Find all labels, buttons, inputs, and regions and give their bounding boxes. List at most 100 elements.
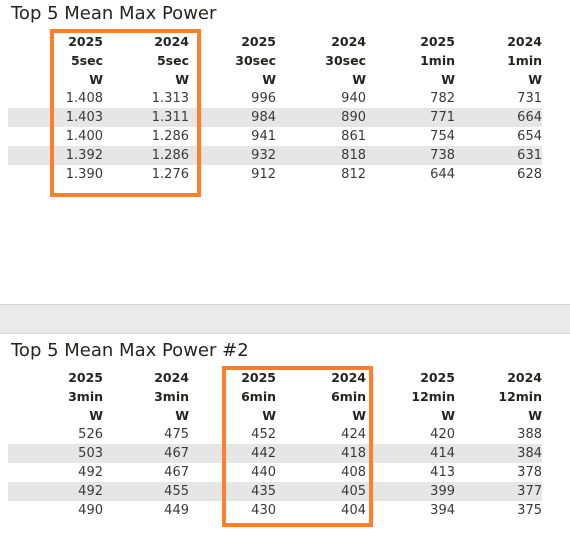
visual-top5-mean-max-power[interactable]: Top 5 Mean Max Power 2025 2024 2025 2024 202… [0,0,570,304]
table-cell: 394 [430,503,455,518]
table-cell: 408 [341,465,366,480]
table-cell: 467 [164,446,189,461]
column-header-year[interactable]: 2025 [68,370,103,385]
table-cell: 631 [517,148,542,163]
table-cell: 818 [341,148,366,163]
table-row[interactable]: 503 467 442 418 414 384 [8,444,542,463]
column-header-unit[interactable]: W [262,72,276,87]
table-cell: 424 [341,427,366,442]
table-row[interactable]: 1.408 1.313 996 940 782 731 [8,89,542,108]
table-cell: 492 [78,465,103,480]
column-header-year[interactable]: 2024 [507,370,542,385]
column-header-duration[interactable]: 30sec [325,53,366,68]
table-cell: 1.392 [65,148,103,163]
column-header-duration[interactable]: 6min [241,389,276,404]
table-cell: 654 [517,129,542,144]
column-header-year[interactable]: 2024 [507,34,542,49]
column-header-year[interactable]: 2024 [154,370,189,385]
column-header-unit[interactable]: W [175,72,189,87]
header-row-duration: 5sec 5sec 30sec 30sec 1min 1min [8,51,542,70]
table-cell: 738 [430,148,455,163]
table-cell: 440 [251,465,276,480]
column-header-year[interactable]: 2024 [154,34,189,49]
table-cell: 375 [517,503,542,518]
table-cell: 890 [341,110,366,125]
table-row[interactable]: 490 449 430 404 394 375 [8,501,542,520]
column-header-unit[interactable]: W [528,408,542,423]
table-cell: 932 [251,148,276,163]
table-row[interactable]: 492 467 440 408 413 378 [8,463,542,482]
table-cell: 1.403 [65,110,103,125]
table-cell: 1.390 [65,167,103,182]
table-cell: 388 [517,427,542,442]
column-header-year[interactable]: 2025 [241,34,276,49]
matrix-table: 2025 2024 2025 2024 2025 2024 3min 3min 6min 6min… [8,368,542,520]
column-header-unit[interactable]: W [175,408,189,423]
table-cell: 1.286 [151,148,189,163]
table-cell: 1.276 [151,167,189,182]
column-header-duration[interactable]: 30sec [235,53,276,68]
column-header-year[interactable]: 2024 [331,34,366,49]
table-cell: 644 [430,167,455,182]
column-header-unit[interactable]: W [89,72,103,87]
visual-top5-mean-max-power-2[interactable]: Top 5 Mean Max Power #2 2025 2024 2025 2024… [0,334,570,554]
column-header-year[interactable]: 2025 [420,370,455,385]
table-cell: 771 [430,110,455,125]
table-cell: 664 [517,110,542,125]
table-row[interactable]: 526 475 452 424 420 388 [8,425,542,444]
table-cell: 404 [341,503,366,518]
column-header-unit[interactable]: W [528,72,542,87]
table-cell: 490 [78,503,103,518]
table-cell: 455 [164,484,189,499]
column-header-duration[interactable]: 5sec [156,53,189,68]
column-header-duration[interactable]: 5sec [70,53,103,68]
table-row[interactable]: 1.392 1.286 932 818 738 631 [8,146,542,165]
table-cell: 861 [341,129,366,144]
visual-title: Top 5 Mean Max Power [11,3,217,24]
table-cell: 1.286 [151,129,189,144]
column-header-duration[interactable]: 6min [331,389,366,404]
column-header-year[interactable]: 2025 [241,370,276,385]
column-header-duration[interactable]: 1min [507,53,542,68]
table-cell: 731 [517,91,542,106]
table-cell: 435 [251,484,276,499]
table-cell: 467 [164,465,189,480]
table-cell: 414 [430,446,455,461]
column-header-year[interactable]: 2025 [68,34,103,49]
column-header-unit[interactable]: W [89,408,103,423]
column-header-duration[interactable]: 3min [68,389,103,404]
column-header-year[interactable]: 2024 [331,370,366,385]
table-row[interactable]: 1.400 1.286 941 861 754 654 [8,127,542,146]
column-header-duration[interactable]: 1min [420,53,455,68]
table-cell: 420 [430,427,455,442]
table-cell: 1.408 [65,91,103,106]
table-cell: 430 [251,503,276,518]
header-row-year: 2025 2024 2025 2024 2025 2024 [8,32,542,51]
table-cell: 912 [251,167,276,182]
table-cell: 384 [517,446,542,461]
column-header-unit[interactable]: W [441,408,455,423]
table-row[interactable]: 1.403 1.311 984 890 771 664 [8,108,542,127]
table-cell: 405 [341,484,366,499]
column-header-unit[interactable]: W [262,408,276,423]
column-header-unit[interactable]: W [352,72,366,87]
report-canvas-gap [0,304,570,334]
table-cell: 442 [251,446,276,461]
column-header-duration[interactable]: 12min [411,389,455,404]
column-header-year[interactable]: 2025 [420,34,455,49]
column-header-unit[interactable]: W [352,408,366,423]
table-row[interactable]: 492 455 435 405 399 377 [8,482,542,501]
header-row-duration: 3min 3min 6min 6min 12min 12min [8,387,542,406]
table-cell: 452 [251,427,276,442]
column-header-duration[interactable]: 12min [498,389,542,404]
visual-title: Top 5 Mean Max Power #2 [11,340,249,361]
table-cell: 399 [430,484,455,499]
table-cell: 984 [251,110,276,125]
column-header-duration[interactable]: 3min [154,389,189,404]
table-cell: 378 [517,465,542,480]
table-cell: 526 [78,427,103,442]
table-cell: 503 [78,446,103,461]
column-header-unit[interactable]: W [441,72,455,87]
table-row[interactable]: 1.390 1.276 912 812 644 628 [8,165,542,184]
